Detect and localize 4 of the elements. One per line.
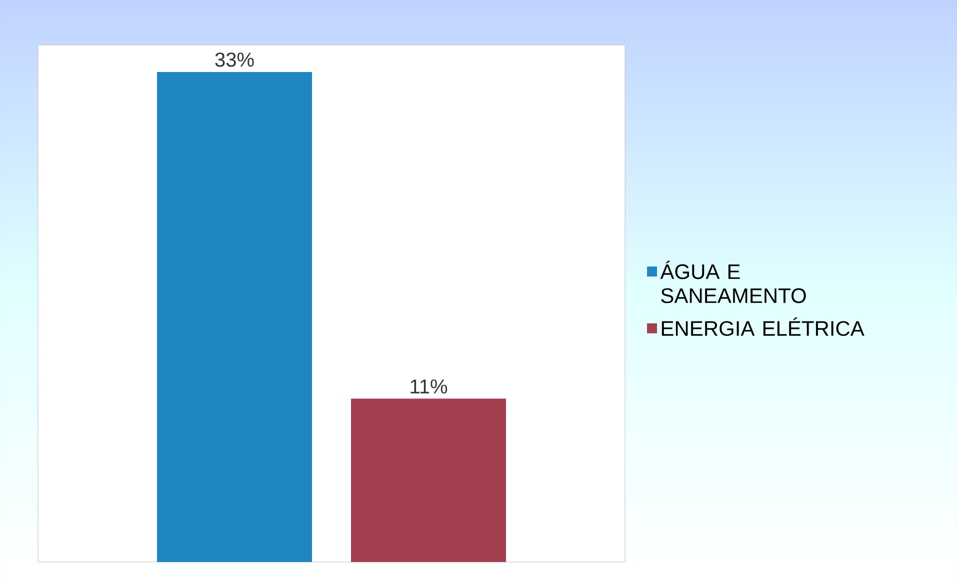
legend-label: ÁGUA E SANEAMENTO	[660, 260, 806, 304]
data-label: 33%	[215, 52, 254, 67]
legend-label: ENERGIA ELÉTRICA	[662, 318, 864, 336]
data-label: 11%	[410, 379, 448, 394]
